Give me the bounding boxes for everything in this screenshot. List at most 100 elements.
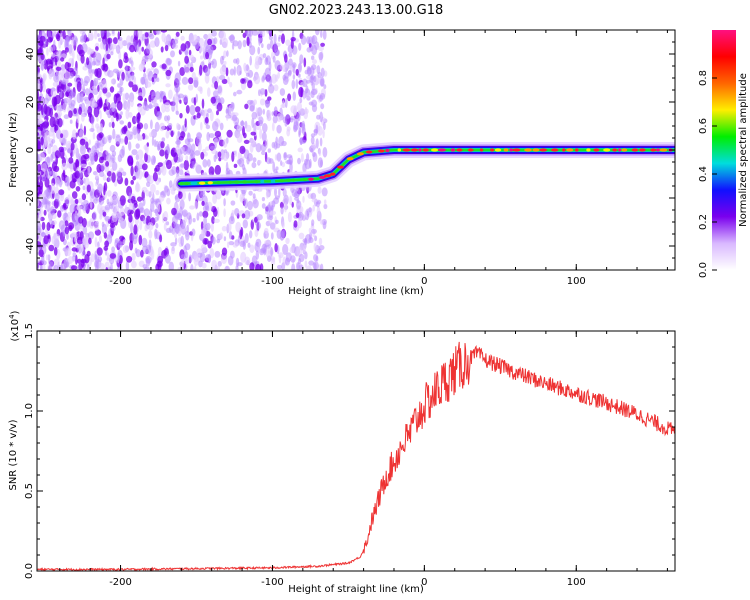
noise-blob <box>164 185 169 193</box>
noise-blob <box>80 30 87 33</box>
noise-blob <box>184 259 190 265</box>
noise-blob <box>142 217 147 225</box>
noise-blob <box>269 210 277 216</box>
snr-series-line <box>37 341 675 571</box>
noise-blob <box>41 260 47 266</box>
noise-blob <box>319 137 323 147</box>
noise-blob <box>224 267 229 270</box>
noise-blob <box>111 161 118 171</box>
noise-blob <box>80 54 85 64</box>
noise-blob <box>310 75 314 86</box>
noise-blob <box>39 125 43 132</box>
noise-blob <box>216 265 220 270</box>
noise-blob <box>281 100 285 109</box>
noise-blob <box>150 249 155 260</box>
noise-blob <box>209 145 217 150</box>
noise-blob <box>287 93 292 102</box>
noise-blob <box>104 136 109 143</box>
ridge-spot <box>621 148 628 152</box>
noise-blob <box>90 49 95 54</box>
noise-blob <box>128 202 134 211</box>
noise-blob <box>322 129 325 139</box>
noise-blob <box>275 136 279 145</box>
noise-blob <box>37 103 42 112</box>
noise-blob <box>179 199 185 210</box>
ridge-spot <box>330 172 336 176</box>
noise-blob <box>81 113 85 122</box>
noise-blob <box>251 162 257 169</box>
ridge-spot <box>346 157 354 161</box>
noise-blob <box>53 39 56 51</box>
noise-blob <box>122 171 127 177</box>
noise-blob <box>111 172 116 183</box>
noise-blob <box>164 107 170 113</box>
noise-blob <box>183 64 187 73</box>
noise-blob <box>129 66 136 71</box>
noise-blob <box>278 34 282 40</box>
noise-blob <box>78 49 85 57</box>
noise-blob <box>42 121 49 129</box>
noise-blob <box>319 111 324 123</box>
noise-blob <box>127 121 132 129</box>
noise-blob <box>160 141 165 149</box>
noise-blob <box>149 132 153 138</box>
noise-blob <box>312 261 319 270</box>
noise-blob <box>37 214 42 224</box>
noise-blob <box>261 243 267 253</box>
noise-blob <box>155 190 160 196</box>
noise-blob <box>89 97 96 107</box>
noise-blob <box>262 53 267 59</box>
noise-blob <box>78 106 82 116</box>
noise-blob <box>258 37 263 42</box>
noise-blob <box>237 67 240 77</box>
snr-ticks: -200 -100 0 100 0.0 0.5 1.0 1.5 <box>24 323 675 588</box>
noise-blob <box>84 254 90 264</box>
noise-blob <box>282 76 289 85</box>
noise-blob <box>135 143 140 149</box>
noise-blob <box>262 108 265 115</box>
noise-blob <box>98 235 103 243</box>
noise-blob <box>238 157 245 168</box>
noise-blob <box>103 102 107 112</box>
noise-blob <box>76 81 82 92</box>
noise-blob <box>140 249 144 258</box>
snr-ytick-label: 0.0 <box>24 563 35 579</box>
noise-blob <box>185 230 190 241</box>
noise-blob <box>128 57 132 64</box>
noise-blob <box>201 227 207 238</box>
noise-blob <box>90 198 93 210</box>
noise-blob <box>296 200 302 210</box>
noise-blob <box>323 203 328 210</box>
noise-blob <box>52 30 56 38</box>
noise-blob <box>166 115 171 121</box>
noise-blob <box>175 31 180 37</box>
ridge-spot <box>539 148 548 152</box>
noise-blob <box>272 115 278 124</box>
noise-blob <box>275 219 279 224</box>
noise-blob <box>293 220 298 228</box>
noise-blob <box>181 76 189 85</box>
noise-blob <box>166 197 171 205</box>
noise-blob <box>205 124 211 130</box>
noise-blob <box>281 33 285 44</box>
spectrogram-ytick-label: 40 <box>25 48 36 61</box>
noise-blob <box>185 155 189 161</box>
noise-blob <box>79 244 84 253</box>
noise-blob <box>102 57 105 67</box>
noise-blob <box>155 223 159 229</box>
noise-blob <box>67 30 71 36</box>
noise-blob <box>245 124 252 132</box>
ridge-spot <box>318 175 326 179</box>
noise-blob <box>240 78 246 84</box>
noise-blob <box>158 194 165 202</box>
noise-blob <box>216 238 221 244</box>
noise-blob <box>154 121 160 132</box>
noise-blob <box>182 94 189 103</box>
colorbar-tick-label: 0.6 <box>698 118 709 134</box>
spectrogram-ytick-label: -40 <box>25 238 36 254</box>
noise-blob <box>117 83 121 88</box>
noise-blob <box>40 53 45 60</box>
noise-blob <box>320 103 325 110</box>
noise-blob <box>170 149 175 156</box>
spectrogram-xtick-label: -100 <box>261 276 284 287</box>
